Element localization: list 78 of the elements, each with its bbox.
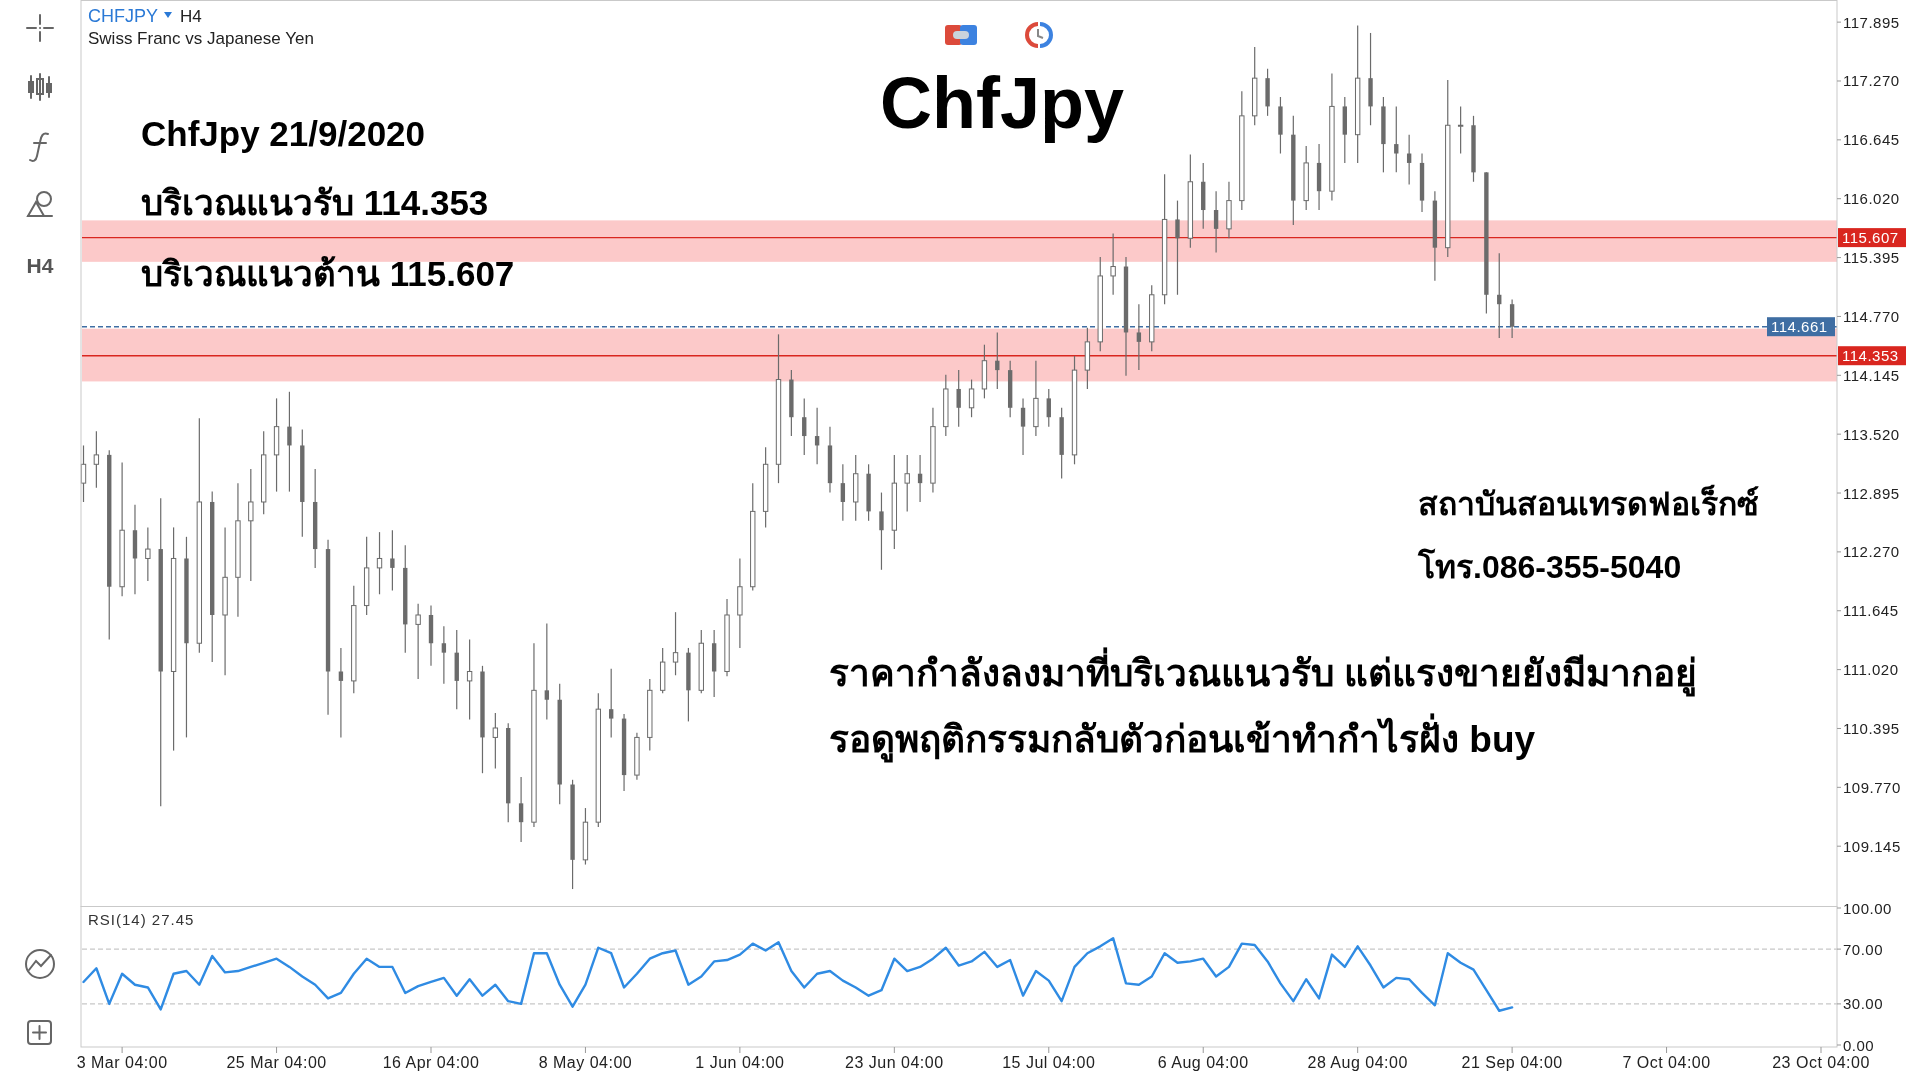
candlestick	[1509, 298, 1515, 339]
ref-line-label: 114.353	[1842, 347, 1899, 365]
x-tick-label: 3 Mar 04:00	[76, 1054, 168, 1071]
y-tick-label: 110.395	[1843, 719, 1900, 737]
y-tick-label: 100.00	[1843, 899, 1892, 917]
candlestick	[1213, 190, 1219, 253]
annotation: CHFJPY	[88, 6, 159, 26]
candlestick	[1394, 105, 1399, 173]
candlestick	[802, 397, 807, 456]
candlestick	[840, 463, 846, 522]
candlestick	[672, 611, 679, 676]
y-tick-label: 115.395	[1843, 249, 1900, 267]
annotation: ราคากำลังลงมาที่บริเวณแนวรับ แต่แรงขายยังมีมากอยู่	[829, 647, 1698, 697]
candlestick	[609, 668, 614, 739]
text: H4	[26, 254, 54, 277]
candlestick	[376, 531, 383, 595]
y-tick-label: 109.770	[1843, 778, 1901, 796]
candlestick	[956, 369, 961, 428]
y-tick-label: 113.520	[1843, 425, 1900, 443]
candlestick	[1175, 200, 1180, 296]
y-tick-label: 70.00	[1843, 940, 1884, 958]
candlestick	[544, 622, 550, 721]
y-tick-label: 112.895	[1843, 484, 1900, 502]
candlestick	[466, 638, 473, 721]
x-tick-label: 7 Oct 04:00	[1622, 1054, 1711, 1071]
candlestick	[492, 712, 499, 770]
x-tick-label: 15 Jul 04:00	[1002, 1054, 1096, 1071]
candlestick	[415, 603, 421, 680]
candlestick	[1046, 388, 1051, 428]
candlestick	[93, 430, 100, 489]
candlestick	[968, 378, 975, 418]
x-tick-label: 8 May 04:00	[538, 1054, 633, 1071]
text: Swiss Franc vs Japanese Yen	[88, 29, 314, 48]
y-tick-label: 116.645	[1843, 131, 1900, 149]
annotation: H4	[180, 7, 202, 26]
candlestick	[904, 454, 910, 512]
candlestick	[518, 776, 524, 843]
candlestick	[338, 647, 344, 739]
annotation: บริเวณแนวต้าน 115.607	[141, 254, 515, 293]
annotation: โทร.086-355-5040	[1417, 548, 1682, 585]
candlestick	[1110, 232, 1116, 296]
candlestick	[145, 526, 151, 582]
chart-title: RSI(14) 27.45	[88, 911, 195, 928]
x-tick-label: 23 Jun 04:00	[845, 1054, 944, 1071]
candlestick	[441, 625, 447, 685]
x-tick-label: 16 Apr 04:00	[382, 1054, 480, 1071]
candlestick	[287, 391, 292, 493]
x-tick-label: 1 Jun 04:00	[695, 1054, 785, 1071]
x-tick-label: 21 Sep 04:00	[1461, 1054, 1563, 1071]
ref-line-label: 114.661	[1771, 318, 1828, 336]
annotation: รอดูพฤติกรรมกลับตัวก่อนเข้าทำกำไรฝั่ง buy	[829, 713, 1536, 763]
y-tick-label: 114.770	[1843, 307, 1900, 325]
annotation: สถาบันสอนเทรดฟอเร็กซ์	[1418, 484, 1759, 522]
y-tick-label: 109.145	[1843, 837, 1901, 855]
x-tick-label: 28 Aug 04:00	[1307, 1054, 1408, 1071]
ref-line-label: 115.607	[1842, 229, 1899, 247]
x-tick-label: 6 Aug 04:00	[1157, 1054, 1249, 1071]
text: ChfJpy	[879, 63, 1125, 143]
line-series	[82, 936, 1514, 1012]
candlestick	[1457, 105, 1464, 155]
y-tick-label: 116.020	[1843, 190, 1900, 208]
y-tick-label: 0.00	[1843, 1036, 1875, 1054]
candlestick	[1136, 303, 1142, 371]
y-tick-label: 117.895	[1843, 13, 1900, 31]
y-tick-label: 112.270	[1843, 543, 1900, 561]
x-tick-label: 23 Oct 04:00	[1772, 1054, 1870, 1071]
y-tick-label: 111.645	[1843, 602, 1899, 620]
y-tick-label: 111.020	[1843, 661, 1899, 679]
annotation: ChfJpy 21/9/2020	[141, 114, 426, 153]
y-tick-label: 114.145	[1843, 366, 1900, 384]
annotation: บริเวณแนวรับ 114.353	[141, 183, 489, 222]
candlestick	[879, 491, 884, 571]
candlestick	[1020, 397, 1026, 456]
candlestick	[390, 529, 395, 592]
y-tick-label: 117.270	[1843, 72, 1900, 90]
candlestick	[248, 468, 254, 582]
y-tick-label: 30.00	[1843, 995, 1884, 1013]
x-tick-label: 25 Mar 04:00	[226, 1054, 327, 1071]
